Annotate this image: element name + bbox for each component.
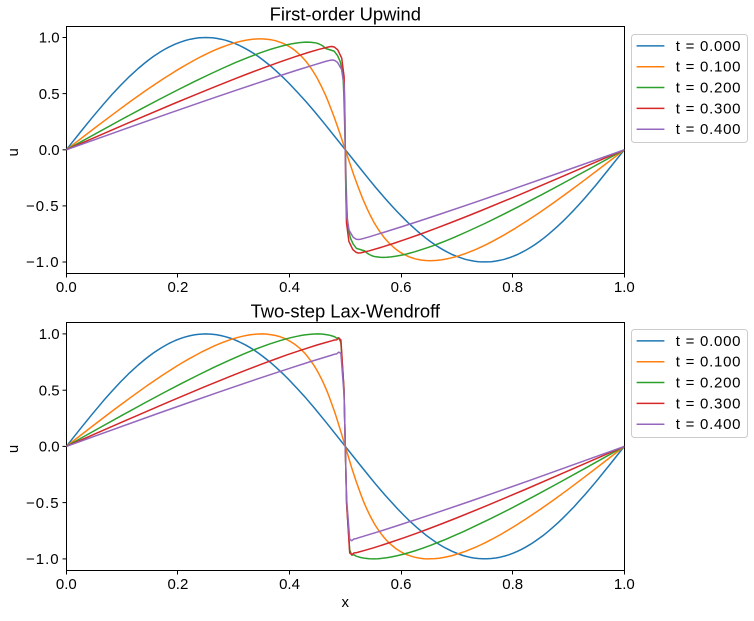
svg-text:0.4: 0.4 <box>279 279 300 296</box>
svg-text:t = 0.400: t = 0.400 <box>676 121 741 138</box>
svg-text:0.4: 0.4 <box>279 576 300 593</box>
svg-text:First-order Upwind: First-order Upwind <box>270 3 421 24</box>
svg-text:t = 0.100: t = 0.100 <box>676 59 741 76</box>
svg-text:−0.5: −0.5 <box>26 198 60 215</box>
svg-text:t = 0.300: t = 0.300 <box>676 100 741 117</box>
svg-text:0.6: 0.6 <box>391 279 412 296</box>
svg-text:1.0: 1.0 <box>614 576 635 593</box>
svg-text:t = 0.100: t = 0.100 <box>676 354 741 371</box>
svg-text:0.2: 0.2 <box>167 576 188 593</box>
svg-text:0.6: 0.6 <box>391 576 412 593</box>
svg-text:x: x <box>342 594 350 611</box>
svg-text:0.0: 0.0 <box>39 142 60 159</box>
svg-text:0.8: 0.8 <box>502 576 523 593</box>
svg-text:−1.0: −1.0 <box>26 254 60 271</box>
svg-text:0.0: 0.0 <box>56 279 77 296</box>
svg-text:t = 0.300: t = 0.300 <box>676 395 741 412</box>
svg-text:0.0: 0.0 <box>56 576 77 593</box>
svg-text:−0.5: −0.5 <box>26 495 60 512</box>
svg-text:0.5: 0.5 <box>39 382 60 399</box>
svg-text:t = 0.000: t = 0.000 <box>676 38 741 55</box>
svg-text:1.0: 1.0 <box>614 279 635 296</box>
svg-text:1.0: 1.0 <box>39 30 60 47</box>
svg-text:t = 0.200: t = 0.200 <box>676 375 741 392</box>
svg-text:u: u <box>5 148 22 156</box>
svg-text:0.2: 0.2 <box>167 279 188 296</box>
svg-text:t = 0.000: t = 0.000 <box>676 333 741 350</box>
svg-text:0.0: 0.0 <box>39 439 60 456</box>
svg-text:0.5: 0.5 <box>39 86 60 103</box>
svg-text:t = 0.400: t = 0.400 <box>676 416 741 433</box>
svg-text:u: u <box>5 445 22 453</box>
svg-text:t = 0.200: t = 0.200 <box>676 80 741 97</box>
svg-text:−1.0: −1.0 <box>26 551 60 568</box>
svg-text:Two-step Lax-Wendroff: Two-step Lax-Wendroff <box>251 300 441 321</box>
svg-text:1.0: 1.0 <box>39 326 60 343</box>
svg-text:0.8: 0.8 <box>502 279 523 296</box>
